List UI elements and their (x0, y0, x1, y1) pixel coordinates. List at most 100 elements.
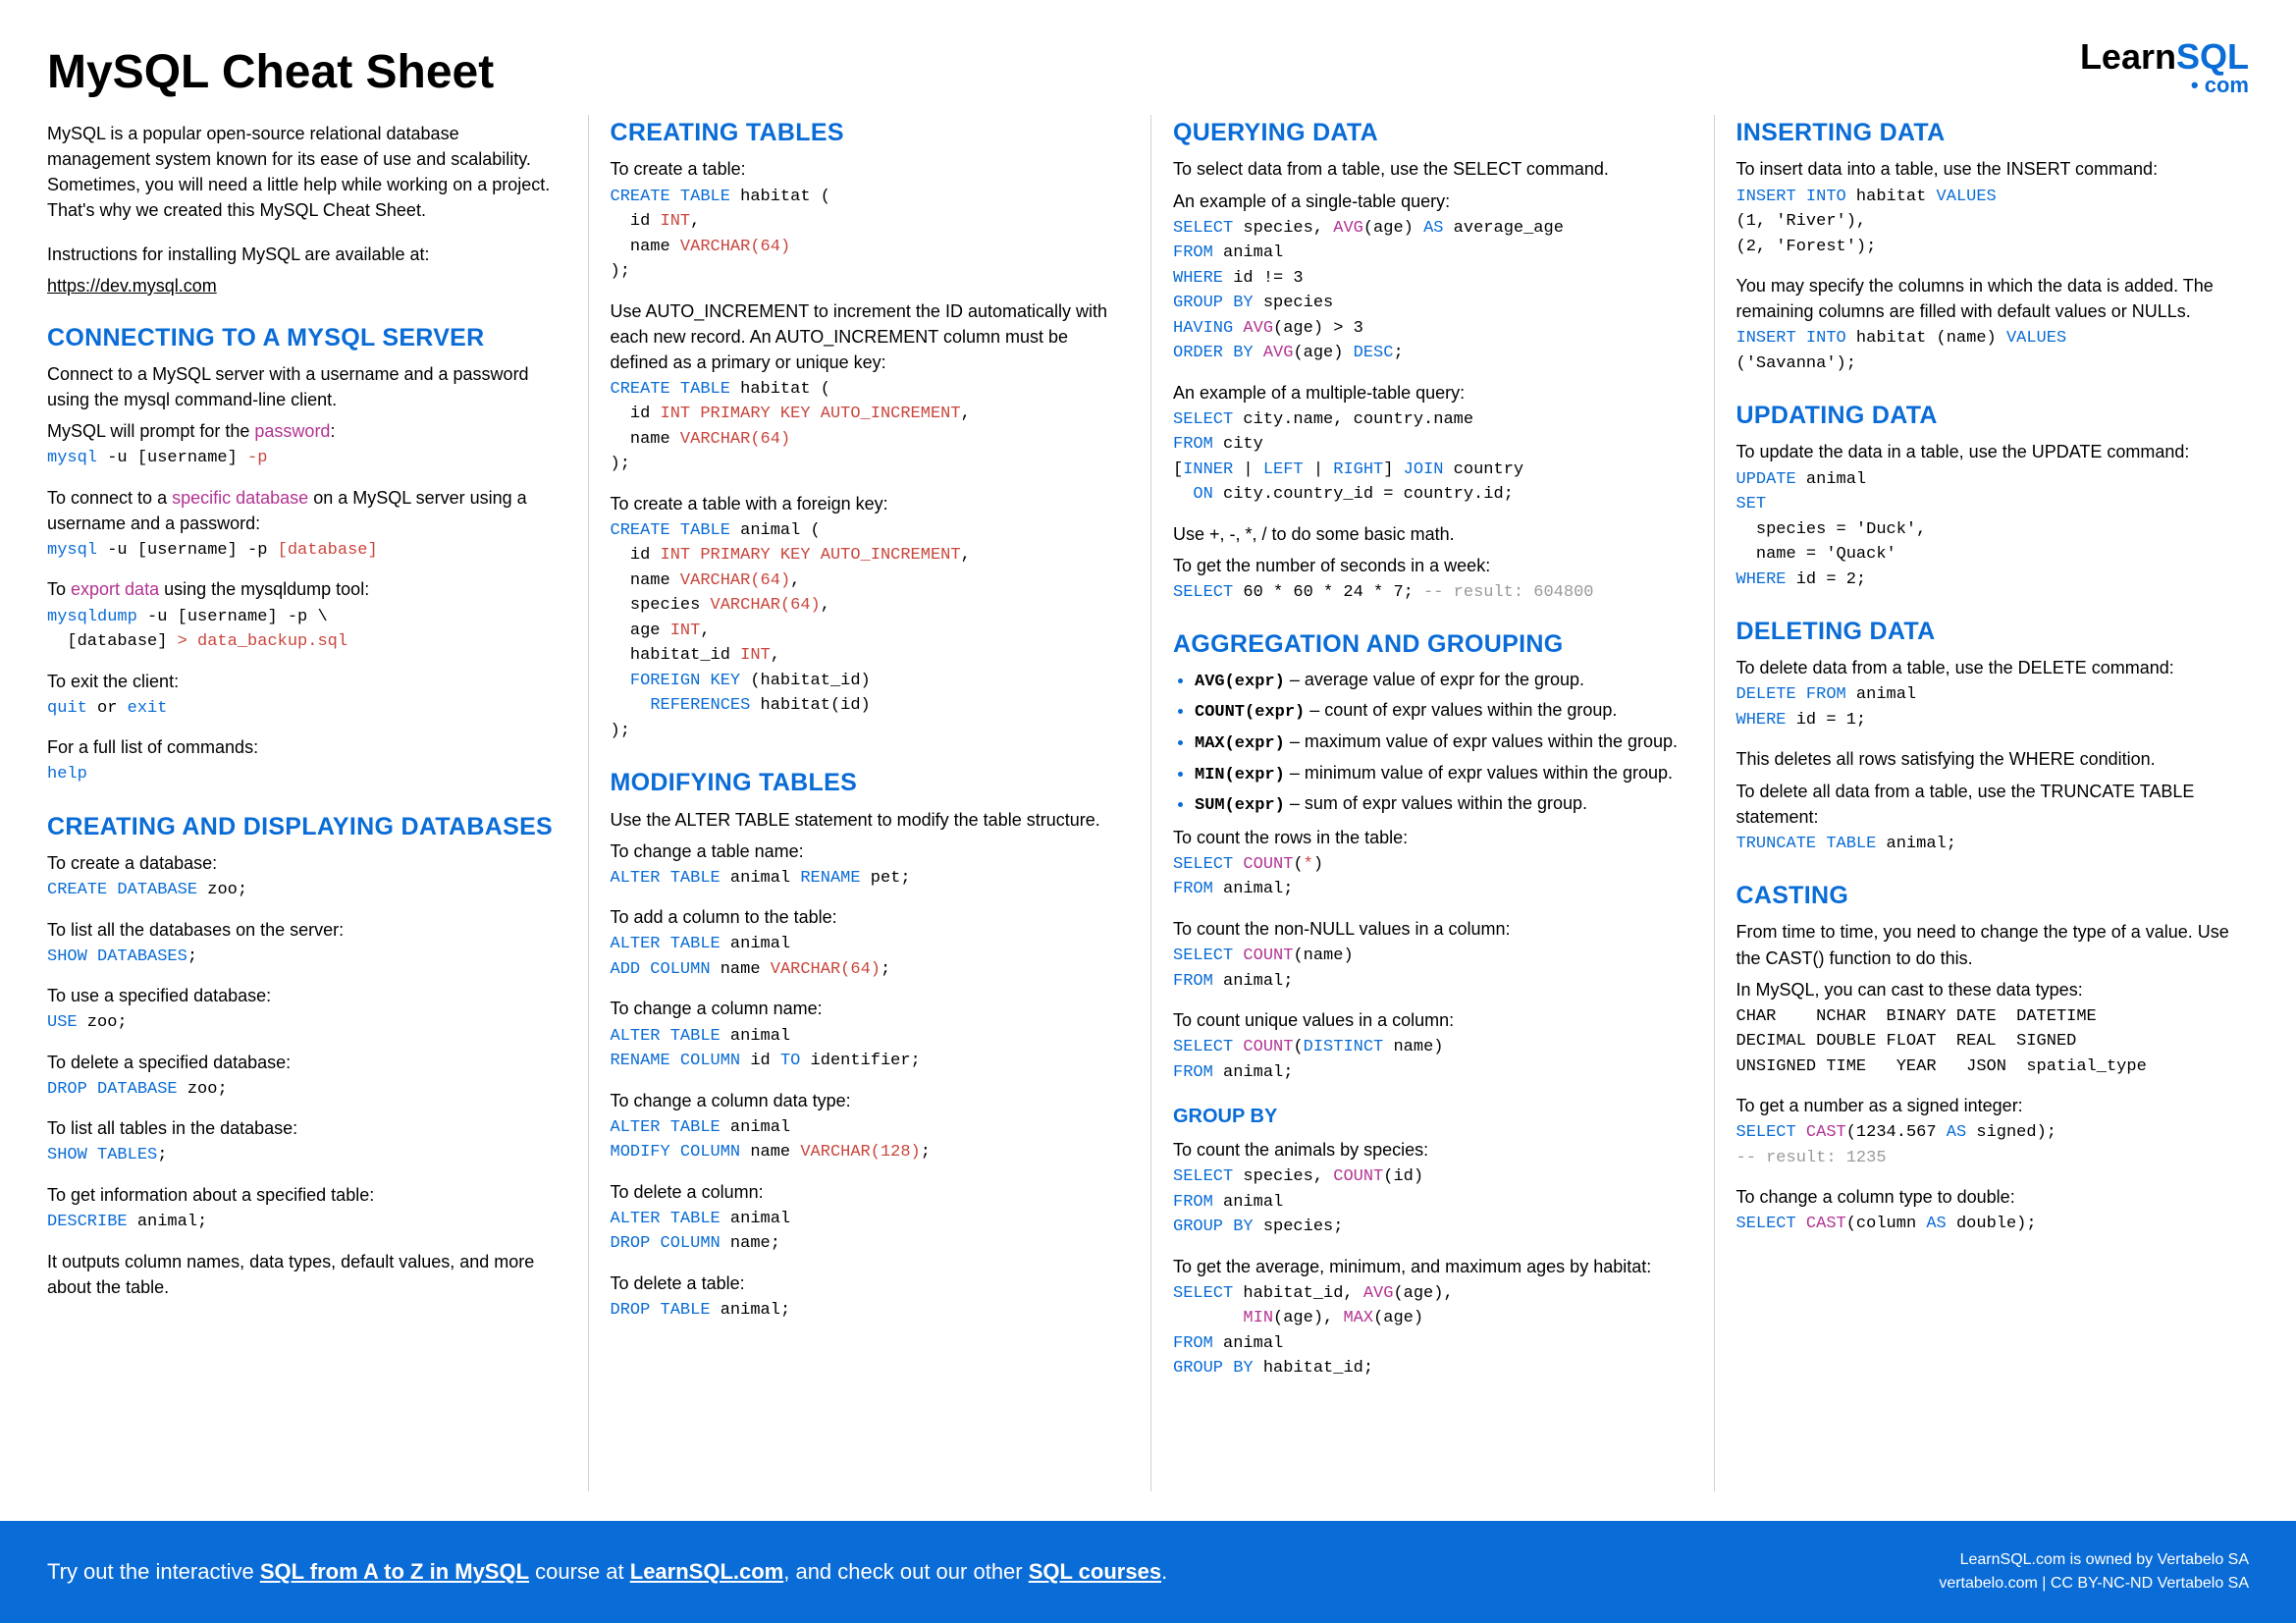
ins-code1: INSERT INTO habitat VALUES (1, 'River'),… (1736, 185, 2250, 260)
content-columns: MySQL is a popular open-source relationa… (0, 115, 2296, 1521)
mt-rename-code: ALTER TABLE animal RENAME pet; (611, 866, 1124, 892)
mt-rename-p: To change a table name: (611, 839, 1124, 864)
page-footer: Try out the interactive SQL from A to Z … (0, 1521, 2296, 1623)
footer-owner: LearnSQL.com is owned by Vertabelo SA (1939, 1548, 2249, 1572)
mt-droptbl-p: To delete a table: (611, 1271, 1124, 1296)
mt-p1: Use the ALTER TABLE statement to modify … (611, 807, 1124, 833)
db-list-code: SHOW DATABASES; (47, 945, 561, 970)
footer-right: LearnSQL.com is owned by Vertabelo SA ve… (1939, 1548, 2249, 1596)
del-p2: This deletes all rows satisfying the WHE… (1736, 746, 2250, 772)
agg-count-p: To count the rows in the table: (1173, 825, 1686, 850)
logo: LearnSQL • com (2080, 39, 2249, 96)
mt-rencol-code: ALTER TABLE animal RENAME COLUMN id TO i… (611, 1024, 1124, 1074)
gb-p1: To count the animals by species: (1173, 1137, 1686, 1163)
db-drop-code: DROP DATABASE zoo; (47, 1077, 561, 1103)
del-code2: TRUNCATE TABLE animal; (1736, 832, 2250, 857)
agg-list: AVG(expr) – average value of expr for th… (1173, 667, 1686, 819)
install-text: Instructions for installing MySQL are av… (47, 242, 561, 267)
column-2: CREATING TABLES To create a table: CREAT… (588, 115, 1124, 1491)
ct-code3: CREATE TABLE animal ( id INT PRIMARY KEY… (611, 518, 1124, 744)
db-use-code: USE zoo; (47, 1010, 561, 1036)
q-math-p: Use +, -, *, / to do some basic math. (1173, 521, 1686, 547)
conn-code2: mysql -u [username] -p [database] (47, 538, 561, 564)
agg-countd-code: SELECT COUNT(DISTINCT name) FROM animal; (1173, 1035, 1686, 1085)
page-title: MySQL Cheat Sheet (47, 39, 494, 105)
gb-code1: SELECT species, COUNT(id) FROM animal GR… (1173, 1164, 1686, 1240)
del-code1: DELETE FROM animal WHERE id = 1; (1736, 682, 2250, 732)
column-3: QUERYING DATA To select data from a tabl… (1150, 115, 1686, 1491)
cheat-sheet-page: MySQL Cheat Sheet LearnSQL • com MySQL i… (0, 0, 2296, 1623)
agg-countnn-p: To count the non-NULL values in a column… (1173, 916, 1686, 942)
agg-item: SUM(expr) – sum of expr values within th… (1195, 790, 1686, 819)
q-p1: To select data from a table, use the SEL… (1173, 156, 1686, 182)
export-code: mysqldump -u [username] -p \ [database] … (47, 605, 561, 655)
footer-site-link[interactable]: LearnSQL.com (630, 1559, 783, 1584)
heading-casting: CASTING (1736, 878, 2250, 913)
q-p2: An example of a single-table query: (1173, 189, 1686, 214)
full-code: help (47, 762, 561, 787)
del-p1: To delete data from a table, use the DEL… (1736, 655, 2250, 680)
agg-countnn-code: SELECT COUNT(name) FROM animal; (1173, 944, 1686, 994)
q-code1: SELECT species, AVG(age) AS average_age … (1173, 216, 1686, 366)
heading-querying: QUERYING DATA (1173, 115, 1686, 150)
page-header: MySQL Cheat Sheet LearnSQL • com (0, 0, 2296, 115)
cast-types: CHAR NCHAR BINARY DATE DATETIME DECIMAL … (1736, 1004, 2250, 1080)
agg-countd-p: To count unique values in a column: (1173, 1007, 1686, 1033)
heading-creating-tables: CREATING TABLES (611, 115, 1124, 150)
agg-item: AVG(expr) – average value of expr for th… (1195, 667, 1686, 695)
db-create-p: To create a database: (47, 850, 561, 876)
db-desc-code: DESCRIBE animal; (47, 1210, 561, 1235)
mt-dropcol-p: To delete a column: (611, 1179, 1124, 1205)
agg-item: MIN(expr) – minimum value of expr values… (1195, 760, 1686, 788)
footer-license: vertabelo.com | CC BY-NC-ND Vertabelo SA (1939, 1572, 2249, 1596)
del-p3: To delete all data from a table, use the… (1736, 779, 2250, 830)
cast-code1: SELECT CAST(1234.567 AS signed); -- resu… (1736, 1120, 2250, 1170)
ct-code2: CREATE TABLE habitat ( id INT PRIMARY KE… (611, 377, 1124, 477)
agg-item: MAX(expr) – maximum value of expr values… (1195, 729, 1686, 757)
exit-code: quit or exit (47, 696, 561, 722)
install-link[interactable]: https://dev.mysql.com (47, 276, 217, 296)
mt-modcol-code: ALTER TABLE animal MODIFY COLUMN name VA… (611, 1115, 1124, 1165)
ct-p3: To create a table with a foreign key: (611, 491, 1124, 516)
heading-connecting: CONNECTING TO A MYSQL SERVER (47, 320, 561, 355)
agg-count-code: SELECT COUNT(*) FROM animal; (1173, 852, 1686, 902)
export-p: To export data using the mysqldump tool: (47, 576, 561, 602)
gb-p2: To get the average, minimum, and maximum… (1173, 1254, 1686, 1279)
conn-p2: MySQL will prompt for the password: (47, 418, 561, 444)
cast-p1: From time to time, you need to change th… (1736, 919, 2250, 970)
heading-updating: UPDATING DATA (1736, 398, 2250, 433)
footer-courses-link[interactable]: SQL courses (1029, 1559, 1161, 1584)
mt-addcol-code: ALTER TABLE animal ADD COLUMN name VARCH… (611, 932, 1124, 982)
heading-databases: CREATING AND DISPLAYING DATABASES (47, 809, 561, 844)
ct-p1: To create a table: (611, 156, 1124, 182)
full-p: For a full list of commands: (47, 734, 561, 760)
ins-p2: You may specify the columns in which the… (1736, 273, 2250, 324)
heading-modifying-tables: MODIFYING TABLES (611, 765, 1124, 800)
heading-deleting: DELETING DATA (1736, 614, 2250, 649)
heading-groupby: GROUP BY (1173, 1103, 1686, 1131)
conn-p1: Connect to a MySQL server with a usernam… (47, 361, 561, 412)
logo-sql: SQL (2176, 36, 2249, 77)
db-drop-p: To delete a specified database: (47, 1050, 561, 1075)
column-1: MySQL is a popular open-source relationa… (47, 115, 561, 1491)
cast-p3: To get a number as a signed integer: (1736, 1093, 2250, 1118)
q-week-p: To get the number of seconds in a week: (1173, 553, 1686, 578)
footer-course-link[interactable]: SQL from A to Z in MySQL (260, 1559, 529, 1584)
conn-p3: To connect to a specific database on a M… (47, 485, 561, 536)
heading-aggregation: AGGREGATION AND GROUPING (1173, 626, 1686, 662)
ins-code2: INSERT INTO habitat (name) VALUES ('Sava… (1736, 326, 2250, 376)
ins-p1: To insert data into a table, use the INS… (1736, 156, 2250, 182)
db-create-code: CREATE DATABASE zoo; (47, 878, 561, 903)
upd-p1: To update the data in a table, use the U… (1736, 439, 2250, 464)
db-tables-p: To list all tables in the database: (47, 1115, 561, 1141)
cast-p4: To change a column type to double: (1736, 1184, 2250, 1210)
agg-item: COUNT(expr) – count of expr values withi… (1195, 697, 1686, 726)
mt-dropcol-code: ALTER TABLE animal DROP COLUMN name; (611, 1207, 1124, 1257)
logo-learn: Learn (2080, 36, 2176, 77)
q-week-code: SELECT 60 * 60 * 24 * 7; -- result: 6048… (1173, 580, 1686, 606)
db-desc-p: To get information about a specified tab… (47, 1182, 561, 1208)
column-4: INSERTING DATA To insert data into a tab… (1714, 115, 2250, 1491)
logo-com: • com (2080, 75, 2249, 96)
exit-p: To exit the client: (47, 669, 561, 694)
q-p3: An example of a multiple-table query: (1173, 380, 1686, 406)
